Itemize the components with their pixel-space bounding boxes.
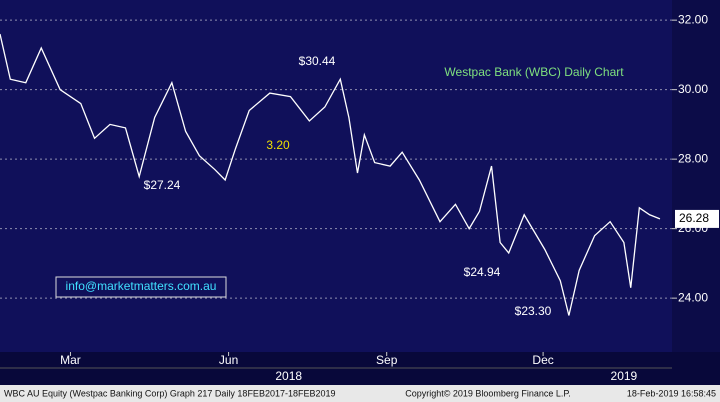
chart-title: Westpac Bank (WBC) Daily Chart (444, 65, 624, 79)
annotation: $27.24 (144, 178, 181, 192)
footer-text: Copyright© 2019 Bloomberg Finance L.P. (405, 388, 571, 398)
annotation: $24.94 (464, 265, 501, 279)
annotation: $23.30 (515, 304, 552, 318)
footer-bar (0, 385, 720, 402)
year-label: 2019 (611, 369, 638, 383)
plot-area (0, 0, 672, 352)
last-price-label: 26.28 (679, 211, 709, 225)
footer-text: WBC AU Equity (Westpac Banking Corp) Gra… (4, 388, 336, 398)
footer-text: 18-Feb-2019 16:58:45 (627, 388, 716, 398)
x-tick-label: Sep (376, 353, 398, 367)
contact: info@marketmatters.com.au (66, 279, 217, 293)
x-tick-label: Mar (60, 353, 81, 367)
y-tick-label: 30.00 (678, 82, 708, 96)
y-tick-label: 28.00 (678, 151, 708, 165)
y-tick-label: 24.00 (678, 290, 708, 304)
annotation: 3.20 (266, 138, 290, 152)
price-line (0, 33, 661, 316)
last-price-box (675, 209, 719, 228)
x-tick-label: Jun (219, 353, 238, 367)
y-tick-label: 32.00 (678, 12, 708, 26)
annotation: $30.44 (299, 54, 336, 68)
contact-box (55, 276, 227, 298)
x-tick-label: Dec (532, 353, 553, 367)
year-label: 2018 (275, 369, 302, 383)
